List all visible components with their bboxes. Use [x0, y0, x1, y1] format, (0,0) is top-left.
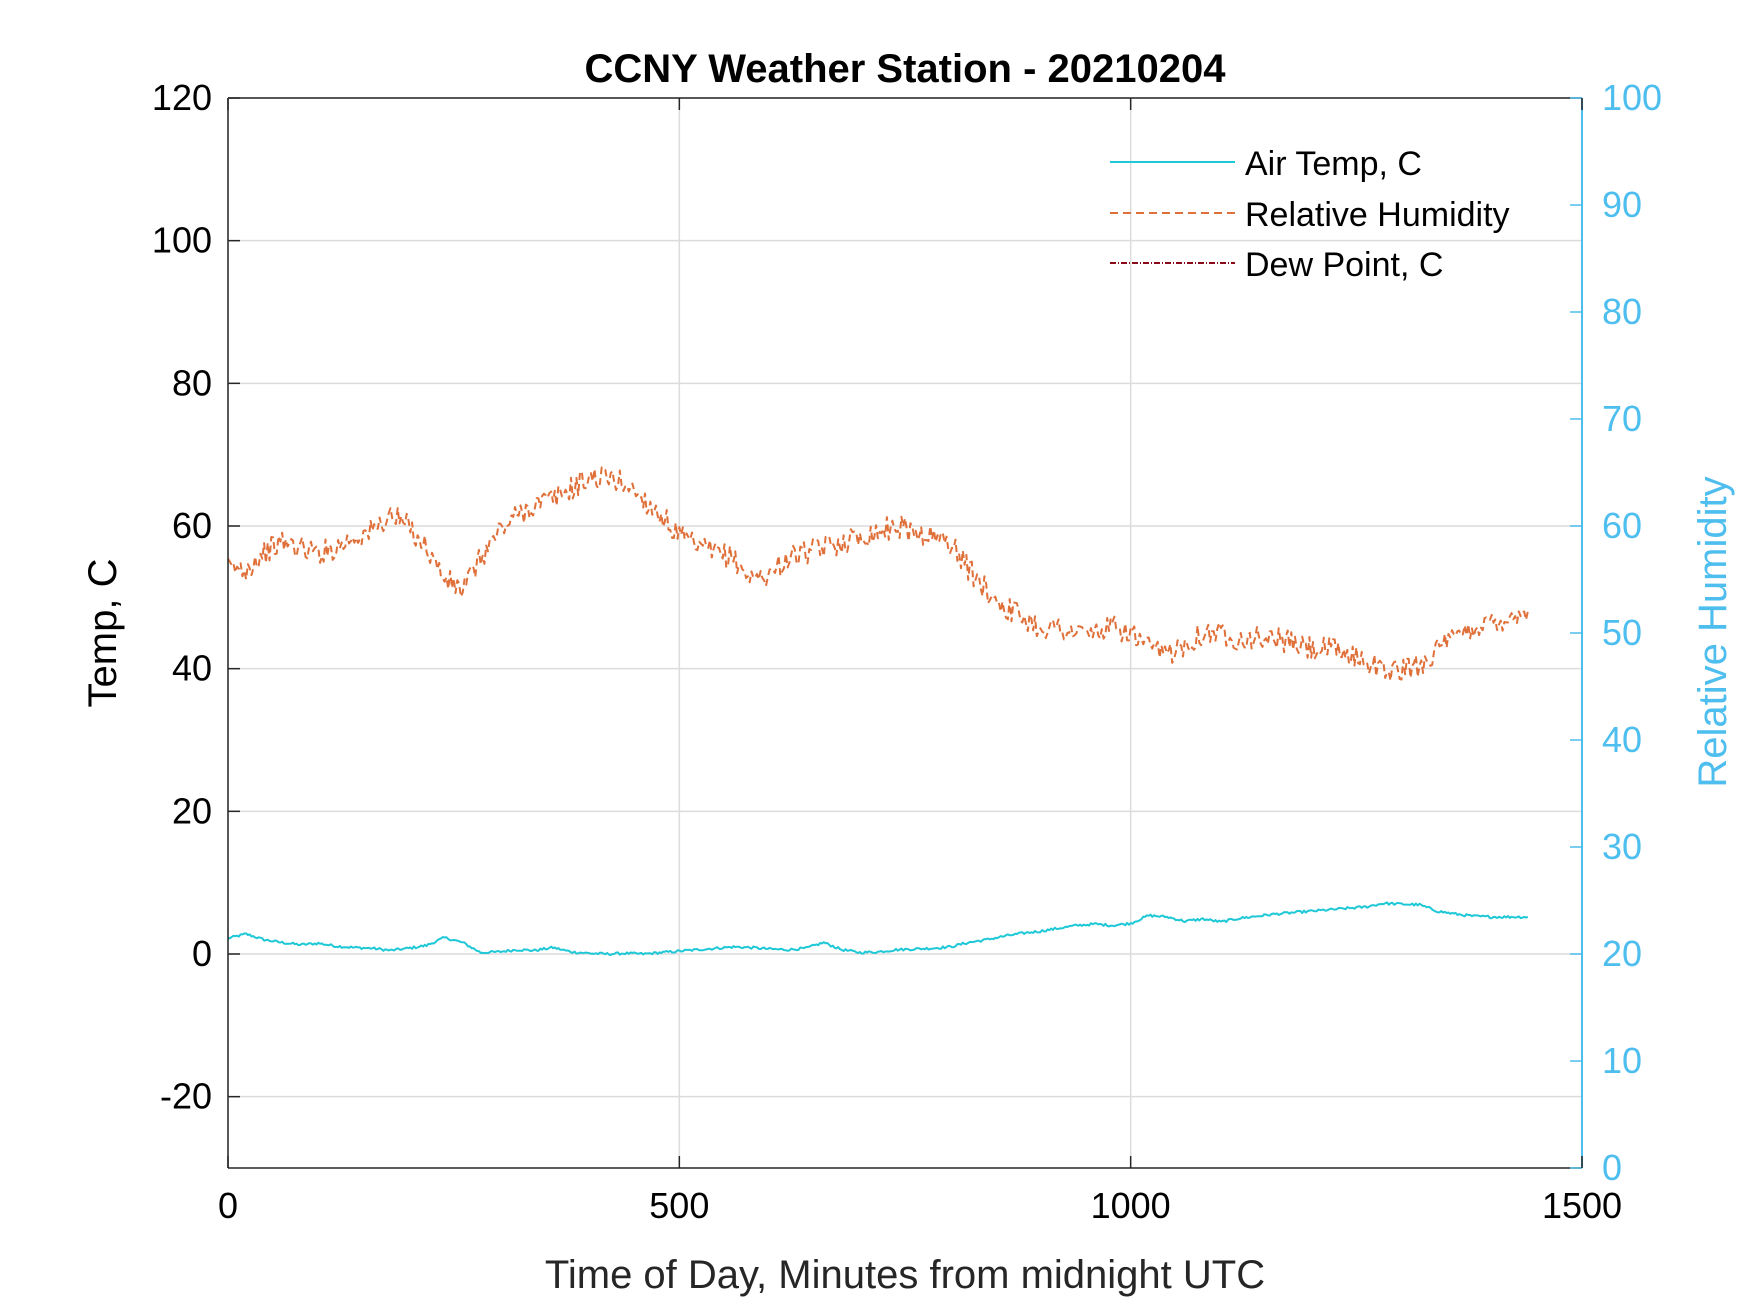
series-layer: [227, 466, 1529, 956]
tick-label-x: 500: [649, 1185, 709, 1226]
tick-label-right: 10: [1602, 1040, 1642, 1081]
tick-label-right: 50: [1602, 612, 1642, 653]
tick-label-left: 40: [172, 648, 212, 689]
tick-label-right: 100: [1602, 77, 1662, 118]
tick-label-x: 1000: [1091, 1185, 1171, 1226]
tick-label-right: 0: [1602, 1147, 1622, 1188]
right-axis-ticks: 0 10 20 30 40 50 60 70 80 90 100: [1570, 77, 1662, 1188]
tick-label-right: 30: [1602, 826, 1642, 867]
tick-label-left: 0: [192, 933, 212, 974]
tick-label-left: 20: [172, 790, 212, 831]
legend-label-relative-humidity: Relative Humidity: [1245, 196, 1510, 234]
legend: Air Temp, C Relative Humidity Dew Point,…: [1110, 145, 1510, 284]
legend-label-air-temp: Air Temp, C: [1245, 145, 1422, 183]
y-axis-left-label: Temp, C: [81, 559, 125, 708]
series-line-air-temp-c: [227, 901, 1529, 956]
tick-label-left: 60: [172, 505, 212, 546]
tick-label-right: 40: [1602, 719, 1642, 760]
y-axis-right-label: Relative Humidity: [1691, 476, 1735, 787]
series-line-relative-humidity: [227, 466, 1529, 682]
x-axis-ticks: 0 500 1000 1500: [218, 98, 1622, 1226]
tick-label-x: 1500: [1542, 1185, 1622, 1226]
tick-label-left: 120: [152, 77, 212, 118]
tick-label-right: 90: [1602, 184, 1642, 225]
chart-title: CCNY Weather Station - 20210204: [585, 47, 1227, 91]
tick-label-x: 0: [218, 1185, 238, 1226]
tick-label-right: 80: [1602, 291, 1642, 332]
left-axis-ticks: -20 0 20 40 60 80 100 120: [152, 77, 240, 1117]
tick-label-right: 20: [1602, 933, 1642, 974]
legend-label-dew-point: Dew Point, C: [1245, 246, 1443, 284]
tick-label-left: 80: [172, 362, 212, 403]
tick-label-right: 70: [1602, 398, 1642, 439]
tick-label-left: -20: [160, 1076, 212, 1117]
x-axis-label: Time of Day, Minutes from midnight UTC: [545, 1253, 1265, 1297]
tick-label-left: 100: [152, 220, 212, 261]
tick-label-right: 60: [1602, 505, 1642, 546]
